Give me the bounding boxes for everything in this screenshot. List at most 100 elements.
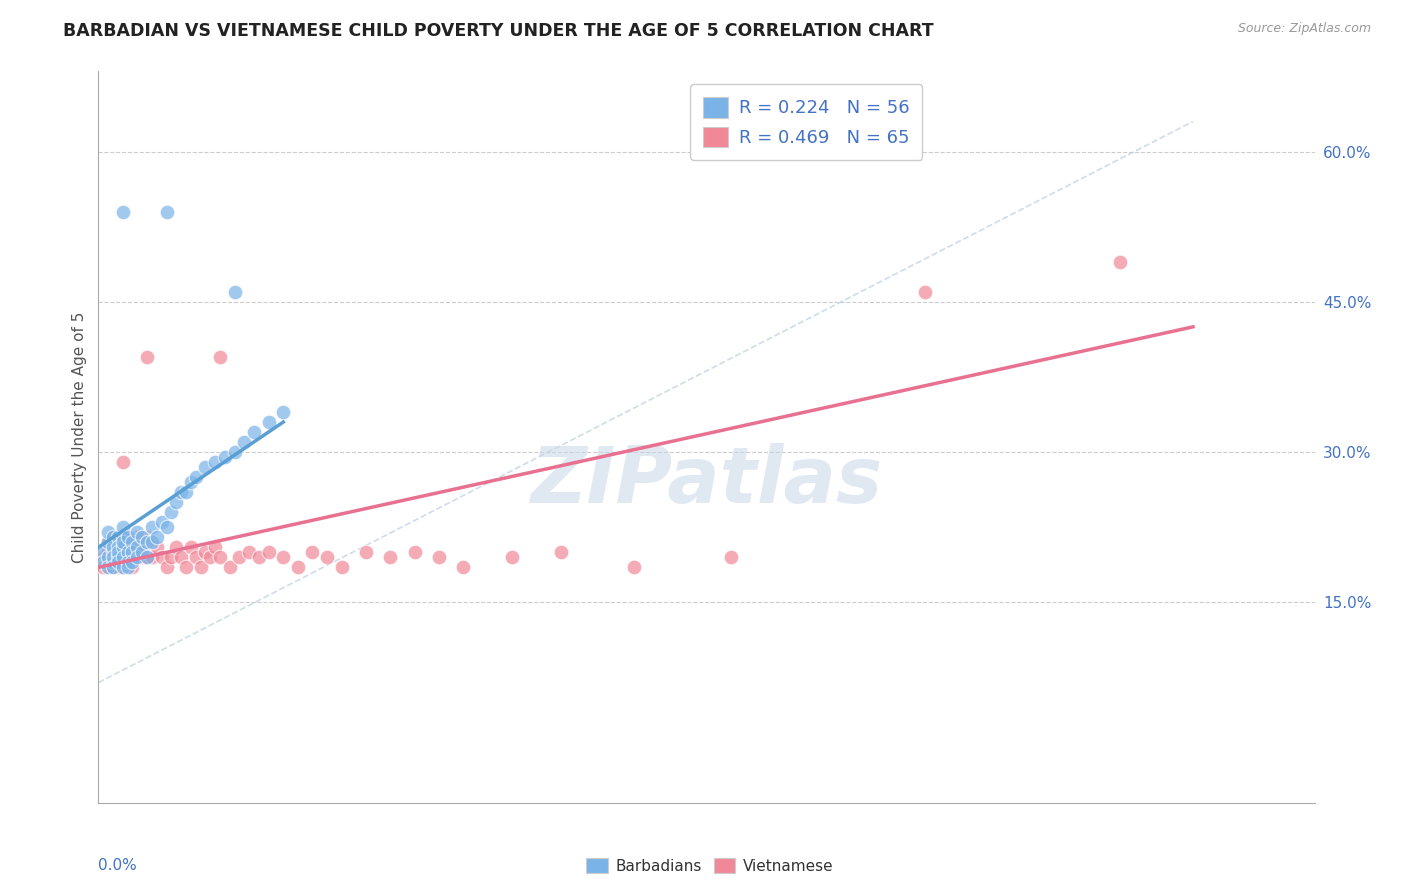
Point [111,530,134,544]
Point [111,204,134,219]
Point [224,285,246,299]
Point [194,460,217,475]
Text: Source: ZipAtlas.com: Source: ZipAtlas.com [1237,22,1371,36]
Point [111,541,134,555]
Point [271,550,294,565]
Point [247,550,270,565]
Point [101,555,124,569]
Point [146,530,169,544]
Point [160,550,183,565]
Point [101,541,124,555]
Point [131,541,153,555]
Point [165,495,187,509]
Point [141,535,163,549]
Point [228,550,250,565]
Point [184,470,207,484]
Point [170,550,193,565]
Text: ZIPatlas: ZIPatlas [530,443,883,519]
Point [720,550,742,565]
Point [127,525,149,540]
Point [233,435,256,450]
Point [97,545,120,559]
Point [155,520,177,534]
Point [121,550,143,565]
Point [243,425,266,439]
Point [146,541,169,555]
Point [165,541,187,555]
Point [121,541,143,555]
Point [97,550,120,565]
Point [127,550,149,565]
Point [111,535,134,549]
Point [257,545,280,559]
Point [180,475,202,490]
Point [117,560,139,574]
Point [111,530,134,544]
Text: BARBADIAN VS VIETNAMESE CHILD POVERTY UNDER THE AGE OF 5 CORRELATION CHART: BARBADIAN VS VIETNAMESE CHILD POVERTY UN… [63,22,934,40]
Point [155,560,177,574]
Point [131,530,153,544]
Text: 0.0%: 0.0% [98,858,138,872]
Point [141,520,163,534]
Point [101,545,124,559]
Point [380,550,402,565]
Point [111,560,134,574]
Point [107,541,129,555]
Point [427,550,450,565]
Point [121,560,143,574]
Point [91,555,114,569]
Point [117,541,139,555]
Point [91,550,114,565]
Point [257,415,280,429]
Point [224,445,246,459]
Point [97,535,120,549]
Point [107,541,129,555]
Point [204,541,226,555]
Point [209,550,232,565]
Point [91,545,114,559]
Legend: R = 0.224   N = 56, R = 0.469   N = 65: R = 0.224 N = 56, R = 0.469 N = 65 [690,84,922,160]
Point [111,550,134,565]
Point [180,541,202,555]
Point [127,541,149,555]
Point [160,505,183,519]
Point [107,560,129,574]
Point [127,550,149,565]
Point [453,560,475,574]
Point [141,550,163,565]
Point [174,485,197,500]
Point [287,560,309,574]
Point [101,530,124,544]
Point [117,530,139,544]
Point [117,550,139,565]
Point [107,550,129,565]
Point [170,485,193,500]
Point [101,560,124,574]
Point [155,204,177,219]
Point [316,550,339,565]
Point [136,550,159,565]
Point [209,350,232,364]
Point [121,555,143,569]
Point [404,545,426,559]
Point [97,560,120,574]
Point [101,550,124,565]
Point [97,555,120,569]
Point [330,560,353,574]
Point [271,405,294,419]
Point [136,350,159,364]
Point [111,520,134,534]
Point [107,550,129,565]
Point [91,560,114,574]
Point [914,285,936,299]
Point [136,535,159,549]
Point [101,530,124,544]
Point [194,545,217,559]
Point [117,530,139,544]
Point [101,541,124,555]
Point [136,550,159,565]
Point [238,545,260,559]
Point [301,545,323,559]
Point [111,455,134,469]
Point [204,455,226,469]
